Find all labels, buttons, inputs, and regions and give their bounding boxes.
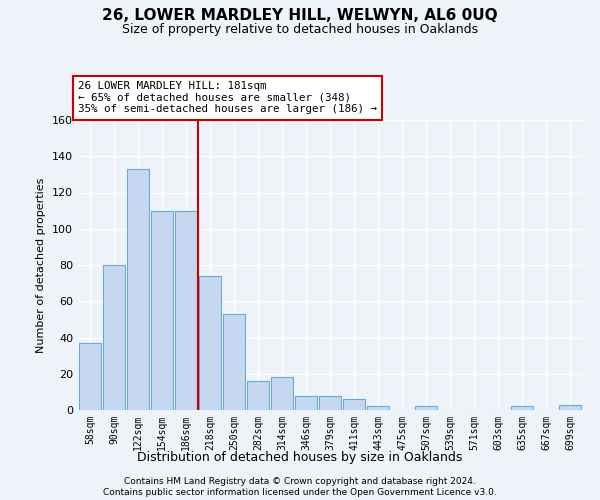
Text: Distribution of detached houses by size in Oaklands: Distribution of detached houses by size … <box>137 451 463 464</box>
Text: 26, LOWER MARDLEY HILL, WELWYN, AL6 0UQ: 26, LOWER MARDLEY HILL, WELWYN, AL6 0UQ <box>102 8 498 22</box>
Text: Contains HM Land Registry data © Crown copyright and database right 2024.: Contains HM Land Registry data © Crown c… <box>124 476 476 486</box>
Bar <box>103 265 125 410</box>
Bar <box>247 381 269 410</box>
Text: Size of property relative to detached houses in Oaklands: Size of property relative to detached ho… <box>122 22 478 36</box>
Bar <box>151 210 173 410</box>
Text: 26 LOWER MARDLEY HILL: 181sqm
← 65% of detached houses are smaller (348)
35% of : 26 LOWER MARDLEY HILL: 181sqm ← 65% of d… <box>78 81 377 114</box>
Text: Contains public sector information licensed under the Open Government Licence v3: Contains public sector information licen… <box>103 488 497 497</box>
Bar <box>343 399 365 410</box>
Bar <box>127 169 149 410</box>
Bar <box>511 406 533 410</box>
Bar <box>559 404 581 410</box>
Bar <box>79 343 101 410</box>
Bar <box>319 396 341 410</box>
Bar <box>295 396 317 410</box>
Bar <box>367 406 389 410</box>
Y-axis label: Number of detached properties: Number of detached properties <box>37 178 46 352</box>
Bar <box>271 378 293 410</box>
Bar <box>175 210 197 410</box>
Bar <box>415 406 437 410</box>
Bar <box>199 276 221 410</box>
Bar <box>223 314 245 410</box>
